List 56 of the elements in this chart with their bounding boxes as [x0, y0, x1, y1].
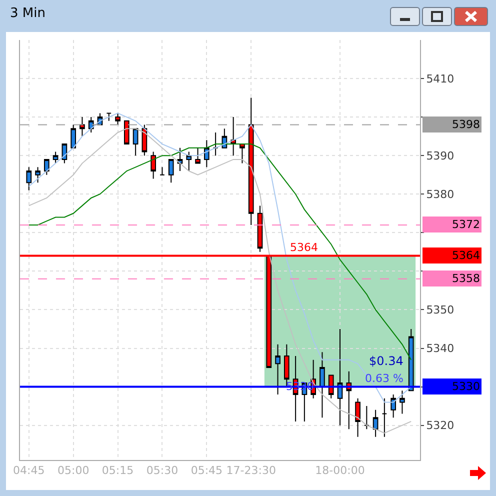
annotation: 5330: [286, 380, 314, 393]
x-tick-label: 18-00:00: [315, 464, 365, 478]
candlestick: [355, 398, 360, 438]
x-tick-label: 05:45: [190, 464, 223, 478]
candlestick: [35, 166, 40, 184]
candlestick: [195, 147, 200, 164]
candlestick: [106, 112, 112, 122]
candlestick: [382, 398, 388, 438]
candlestick: [400, 390, 405, 414]
y-tick-label: 5410: [426, 72, 454, 86]
candlestick: [115, 112, 120, 126]
candlestick: [230, 116, 236, 156]
y-tick-label: 5340: [426, 342, 454, 356]
candlestick: [26, 166, 32, 191]
candlestick: [160, 166, 165, 176]
candlestick: [204, 140, 210, 168]
candlestick: [186, 151, 192, 172]
candlestick: [372, 409, 378, 438]
annotation: 5364: [290, 241, 318, 254]
candlestick: [132, 128, 138, 156]
candlestick: [257, 205, 263, 252]
y-tick-label: 5380: [426, 188, 454, 201]
annotation: $0.34: [369, 354, 404, 368]
ref-line-label: 5358: [452, 272, 480, 285]
candlestick: [212, 132, 218, 156]
annotation: 0.63 %: [365, 372, 404, 385]
candlestick: [337, 328, 343, 426]
ref-line-label: 5372: [452, 218, 480, 231]
candlestick: [124, 120, 130, 145]
candlestick: [52, 151, 58, 164]
x-tick-label: 05:00: [57, 464, 90, 478]
ref-line-label: 5364: [452, 249, 480, 262]
candlestick: [150, 151, 156, 180]
candlestick: [177, 147, 183, 172]
candlestick: [275, 344, 280, 395]
x-tick-label: 05:15: [102, 464, 134, 478]
candlestick: [328, 374, 334, 399]
candlestick: [70, 124, 76, 148]
x-tick-label: 04:45: [13, 464, 45, 478]
candlestick: [248, 97, 254, 226]
x-tick-label: 05:30: [146, 464, 178, 478]
candlestick: [168, 158, 174, 184]
y-tick-label: 5320: [426, 419, 454, 432]
chart-title: 3 Min: [10, 6, 46, 21]
ref-line-label: 5398: [452, 118, 480, 131]
candlestick: [408, 328, 414, 392]
y-tick-label: 5350: [426, 304, 454, 317]
candlestick: [390, 394, 396, 418]
candlestick: [80, 116, 85, 137]
candlestick: [44, 158, 50, 176]
ref-line-label: 5330: [452, 380, 480, 393]
candlestick: [320, 352, 325, 418]
x-tick-label: 17-23:30: [226, 464, 276, 478]
candlestick: [364, 406, 370, 430]
y-tick-label: 5390: [426, 149, 454, 162]
candlestick: [240, 144, 245, 164]
